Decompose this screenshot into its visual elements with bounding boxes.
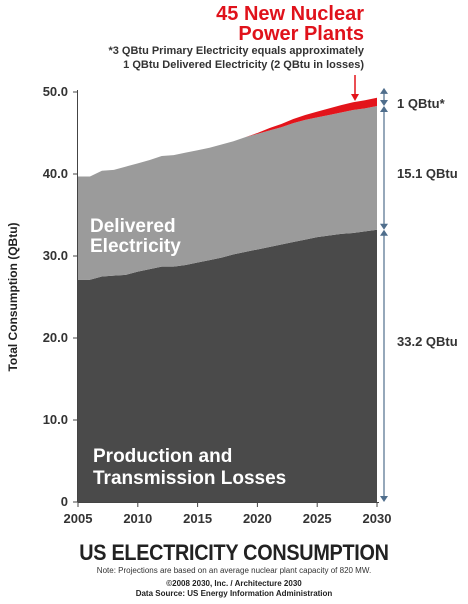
delivered-area-label: Delivered <box>90 216 176 237</box>
y-tick-label: 50.0 <box>43 84 68 99</box>
delivered-area <box>78 105 377 280</box>
y-tick-label: 0 <box>61 494 68 509</box>
footnote-line-2: 1 QBtu Delivered Electricity (2 QBtu in … <box>123 59 364 71</box>
credits: ©2008 2030, Inc. / Architecture 2030 Dat… <box>0 579 468 599</box>
projection-note: Note: Projections are based on an averag… <box>96 566 372 575</box>
x-tick-label: 2020 <box>243 511 272 526</box>
chart-title: US ELECTRICITY CONSUMPTION <box>79 540 389 565</box>
losses-area-label: Production and <box>93 446 232 467</box>
losses-annotation: 33.2 QBtu <box>397 334 458 349</box>
nuclear-area <box>78 97 377 177</box>
footnote: *3 QBtu Primary Electricity equals appro… <box>108 44 364 72</box>
nuclear-bracket-arrow-down <box>380 99 388 106</box>
losses-bracket-arrow-down <box>380 496 388 502</box>
delivered-annotation: 15.1 QBtu <box>397 166 458 181</box>
losses-area <box>78 229 377 502</box>
losses-area-label: Transmission Losses <box>93 468 286 489</box>
data-source-line: Data Source: US Energy Information Admin… <box>135 589 333 598</box>
y-tick-label: 20.0 <box>43 330 68 345</box>
headline-line-2: Power Plants <box>238 23 364 45</box>
nuclear-headline: 45 New Nuclear Power Plants <box>216 4 364 44</box>
nuclear-pointer-arrow <box>351 94 359 101</box>
delivered-area-label: Electricity <box>90 236 181 257</box>
x-tick-label: 2025 <box>303 511 332 526</box>
x-tick-label: 2005 <box>64 511 93 526</box>
footnote-line-1: *3 QBtu Primary Electricity equals appro… <box>108 45 364 57</box>
y-tick-label: 40.0 <box>43 166 68 181</box>
y-tick-label: 10.0 <box>43 412 68 427</box>
y-axis-label: Total Consumption (QBtu) <box>6 222 20 371</box>
x-tick-label: 2030 <box>363 511 392 526</box>
losses-bracket-arrow-up <box>380 229 388 236</box>
nuclear-annotation: 1 QBtu* <box>397 96 446 111</box>
delivered-bracket-arrow-up <box>380 105 388 112</box>
x-tick-label: 2010 <box>123 511 152 526</box>
copyright-line: ©2008 2030, Inc. / Architecture 2030 <box>166 579 302 588</box>
headline-line-1: 45 New Nuclear <box>216 3 364 25</box>
y-tick-label: 30.0 <box>43 248 68 263</box>
delivered-bracket-arrow-down <box>380 223 388 230</box>
nuclear-bracket-arrow-up <box>380 87 388 94</box>
x-tick-label: 2015 <box>183 511 212 526</box>
